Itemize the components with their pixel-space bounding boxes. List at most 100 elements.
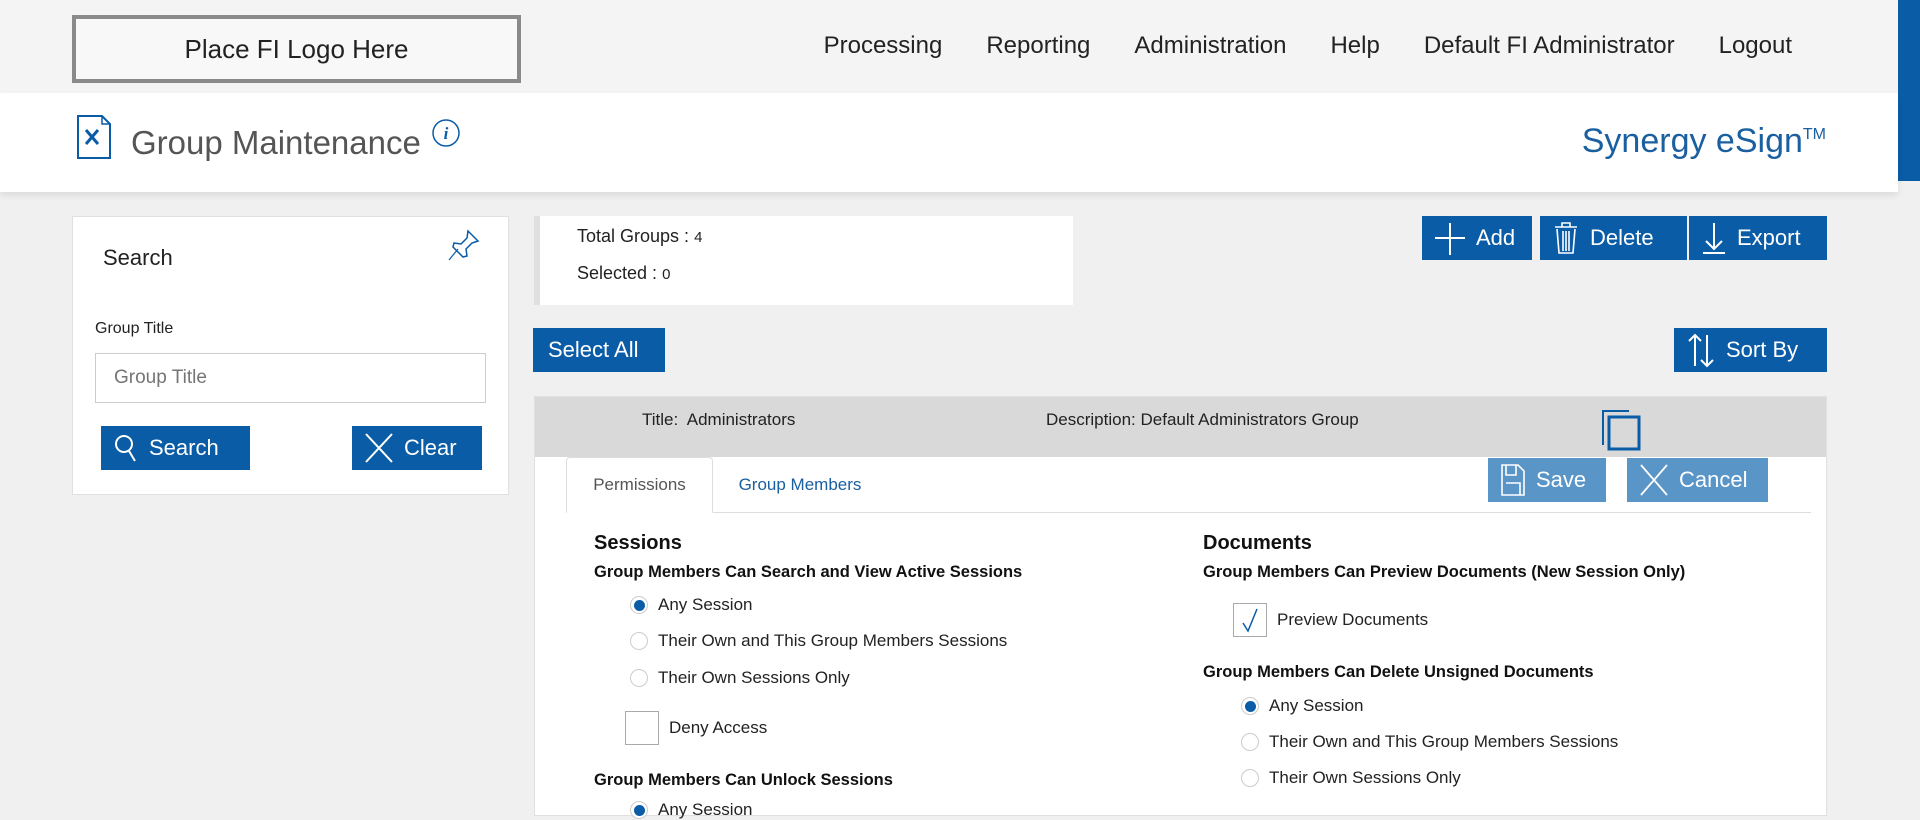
main-nav: Processing Reporting Administration Help… [824, 32, 1792, 60]
clear-button-label: Clear [404, 435, 457, 460]
checkbox-label: Preview Documents [1277, 610, 1429, 629]
checkmark-icon [1242, 608, 1258, 633]
select-all-label: Select All [548, 337, 639, 362]
scrollbar[interactable] [1898, 0, 1920, 181]
group-title-input[interactable] [95, 353, 486, 403]
preview-documents-heading: Group Members Can Preview Documents (New… [1203, 563, 1686, 581]
option-label: Any Session [658, 800, 753, 819]
trash-icon [1555, 222, 1577, 254]
radio-button[interactable] [630, 632, 648, 650]
save-icon [1501, 464, 1525, 496]
selected-label: Selected : [577, 263, 663, 283]
selected-value: 0 [662, 266, 671, 283]
preview-documents-checkbox[interactable]: Preview Documents [1233, 603, 1428, 637]
pin-icon[interactable] [446, 227, 482, 263]
top-bar: Place FI Logo Here Processing Reporting … [0, 0, 1898, 93]
radio-view-own-only[interactable]: Their Own Sessions Only [630, 668, 850, 688]
radio-delete-any[interactable]: Any Session [1241, 696, 1364, 716]
checkbox[interactable] [1233, 603, 1267, 637]
delete-button[interactable]: Delete [1540, 216, 1687, 260]
search-button[interactable]: Search [101, 426, 250, 470]
tab-permissions[interactable]: Permissions [566, 457, 713, 513]
logo-text: Place FI Logo Here [184, 33, 409, 64]
close-icon [1640, 464, 1668, 496]
checkbox[interactable] [625, 711, 659, 745]
search-panel-title: Search [103, 245, 173, 270]
cancel-button[interactable]: Cancel [1627, 458, 1768, 502]
group-card: Title: Administrators Description: Defau… [534, 396, 1827, 819]
trademark: TM [1802, 126, 1826, 143]
title-value: Administrators [686, 410, 796, 429]
radio-button[interactable] [1241, 769, 1259, 787]
title-label: Title: [642, 410, 679, 429]
download-icon [1703, 223, 1725, 254]
search-panel: Search Group Title Search Clear [72, 216, 509, 495]
export-label: Export [1737, 225, 1801, 250]
option-label: Their Own Sessions Only [658, 668, 850, 687]
logo-placeholder: Place FI Logo Here [72, 15, 521, 83]
group-card-header[interactable]: Title: Administrators Description: Defau… [535, 397, 1826, 457]
deny-access-checkbox[interactable]: Deny Access [625, 711, 767, 745]
nav-help[interactable]: Help [1330, 32, 1380, 59]
radio-button[interactable] [1241, 697, 1259, 715]
view-sessions-heading: Group Members Can Search and View Active… [594, 563, 1023, 581]
add-label: Add [1476, 225, 1516, 250]
radio-button[interactable] [630, 596, 648, 614]
sort-by-label: Sort By [1726, 337, 1799, 362]
nav-reporting[interactable]: Reporting [986, 32, 1091, 59]
tab-group-members[interactable]: Group Members [738, 475, 862, 494]
brand-text: Synergy eSign [1581, 122, 1803, 160]
search-button-label: Search [149, 435, 219, 460]
total-groups: Total Groups : 4 [577, 226, 1073, 247]
save-button[interactable]: Save [1488, 458, 1606, 502]
total-label: Total Groups : [577, 226, 695, 246]
group-title: Title: Administrators [642, 410, 795, 430]
group-stats: Total Groups : 4 Selected : 0 [534, 216, 1073, 305]
copy-icon[interactable] [1601, 409, 1641, 451]
documents-heading: Documents [1203, 532, 1312, 554]
svg-text:i: i [444, 124, 449, 143]
radio-delete-own-group[interactable]: Their Own and This Group Members Session… [1241, 732, 1618, 752]
tools-document-icon [77, 115, 111, 159]
option-label: Their Own and This Group Members Session… [1269, 732, 1619, 751]
nav-logout[interactable]: Logout [1718, 32, 1792, 59]
cancel-label: Cancel [1679, 467, 1748, 492]
radio-button[interactable] [1241, 733, 1259, 751]
select-all-button[interactable]: Select All [533, 328, 665, 372]
clear-button[interactable]: Clear [352, 426, 482, 470]
checkbox-label: Deny Access [669, 718, 768, 737]
option-label: Any Session [1269, 696, 1364, 715]
group-title-label: Group Title [95, 320, 174, 337]
plus-icon [1435, 223, 1465, 255]
delete-label: Delete [1590, 225, 1654, 250]
search-icon [115, 435, 136, 462]
add-button[interactable]: Add [1422, 216, 1532, 260]
unlock-sessions-heading: Group Members Can Unlock Sessions [594, 771, 893, 789]
radio-view-any[interactable]: Any Session [630, 595, 753, 615]
delete-documents-heading: Group Members Can Delete Unsigned Docume… [1203, 663, 1594, 681]
export-button[interactable]: Export [1689, 216, 1827, 260]
option-label: Their Own and This Group Members Session… [658, 631, 1008, 650]
radio-delete-own-only[interactable]: Their Own Sessions Only [1241, 768, 1461, 788]
sort-icon [1688, 333, 1714, 368]
close-icon [365, 433, 393, 463]
radio-button[interactable] [630, 669, 648, 687]
option-label: Any Session [658, 595, 753, 614]
description-value: Default Administrators Group [1140, 410, 1359, 429]
sessions-heading: Sessions [594, 532, 682, 554]
sort-by-button[interactable]: Sort By [1674, 328, 1827, 372]
page-title: Group Maintenance [131, 124, 421, 161]
brand-name: Synergy eSignTM [1582, 122, 1826, 161]
group-description: Description: Default Administrators Grou… [1046, 410, 1359, 430]
radio-view-own-group[interactable]: Their Own and This Group Members Session… [630, 631, 1007, 651]
info-icon[interactable]: i [431, 118, 461, 148]
selected-count: Selected : 0 [577, 263, 1073, 284]
page-header [0, 93, 1898, 192]
total-value: 4 [694, 229, 703, 246]
nav-processing[interactable]: Processing [823, 32, 943, 59]
radio-button[interactable] [630, 801, 648, 819]
nav-administration[interactable]: Administration [1134, 32, 1287, 59]
save-label: Save [1536, 467, 1587, 492]
radio-unlock-any[interactable]: Any Session [630, 800, 753, 820]
nav-user[interactable]: Default FI Administrator [1423, 32, 1675, 59]
